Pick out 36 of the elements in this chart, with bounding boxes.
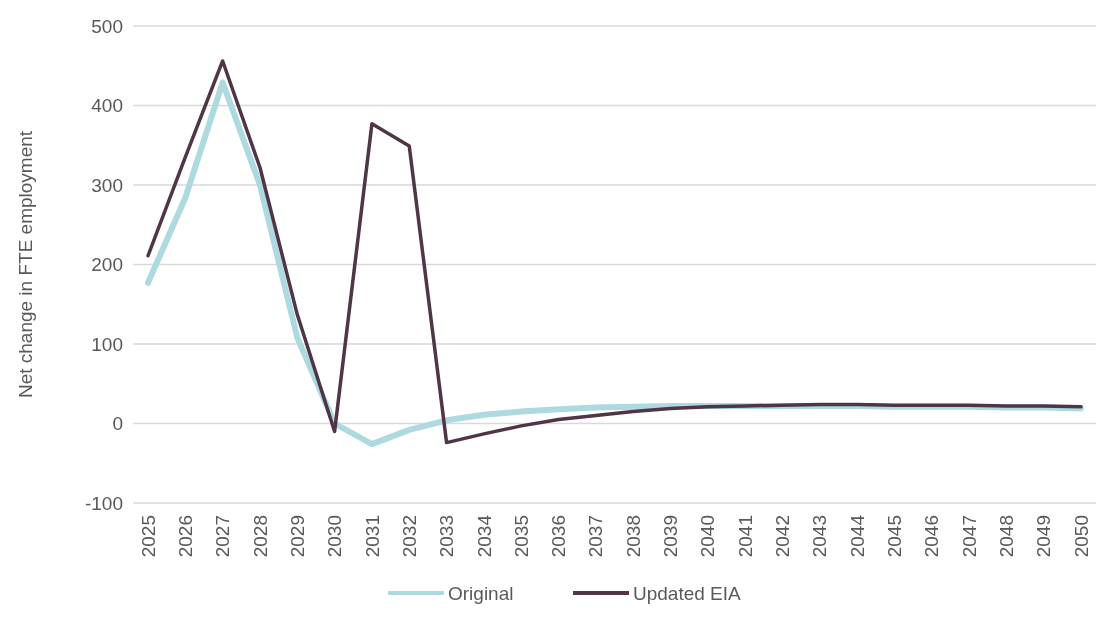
x-tick-label: 2035 <box>510 515 532 558</box>
x-tick-label: 2034 <box>473 514 495 558</box>
y-tick-label: 200 <box>91 254 123 276</box>
y-axis-title: Net change in FTE employment <box>15 130 36 399</box>
legend-label: Updated EIA <box>633 582 742 604</box>
x-tick-label: 2032 <box>398 515 420 558</box>
x-tick-label: 2027 <box>212 515 234 558</box>
x-tick-label: 2037 <box>585 515 607 558</box>
x-tick-label: 2039 <box>660 515 682 558</box>
x-tick-label: 2025 <box>137 515 159 558</box>
x-tick-label: 2050 <box>1070 515 1092 558</box>
x-tick-label: 2042 <box>772 515 794 558</box>
x-tick-label: 2040 <box>697 515 719 558</box>
y-tick-label: 500 <box>91 15 123 37</box>
x-tick-label: 2031 <box>361 515 383 558</box>
y-tick-label: 0 <box>112 413 123 435</box>
x-tick-label: 2029 <box>286 515 308 558</box>
x-tick-label: 2049 <box>1033 515 1055 558</box>
x-tick-label: 2038 <box>622 515 644 558</box>
x-tick-label: 2028 <box>249 515 271 558</box>
y-tick-label: 400 <box>91 95 123 117</box>
x-tick-label: 2026 <box>174 515 196 558</box>
x-tick-label: 2036 <box>548 515 570 558</box>
x-tick-label: 2030 <box>324 515 346 558</box>
x-tick-label: 2041 <box>734 515 756 558</box>
x-tick-label: 2033 <box>436 515 458 558</box>
y-tick-label: 100 <box>91 333 123 355</box>
x-tick-label: 2046 <box>921 515 943 558</box>
y-tick-label: 300 <box>91 174 123 196</box>
x-tick-label: 2048 <box>996 515 1018 558</box>
x-tick-label: 2047 <box>958 515 980 558</box>
x-tick-label: 2045 <box>884 515 906 558</box>
y-tick-label: -100 <box>84 492 123 514</box>
legend-label: Original <box>448 582 514 604</box>
x-tick-label: 2044 <box>846 514 868 558</box>
x-tick-label: 2043 <box>809 515 831 558</box>
